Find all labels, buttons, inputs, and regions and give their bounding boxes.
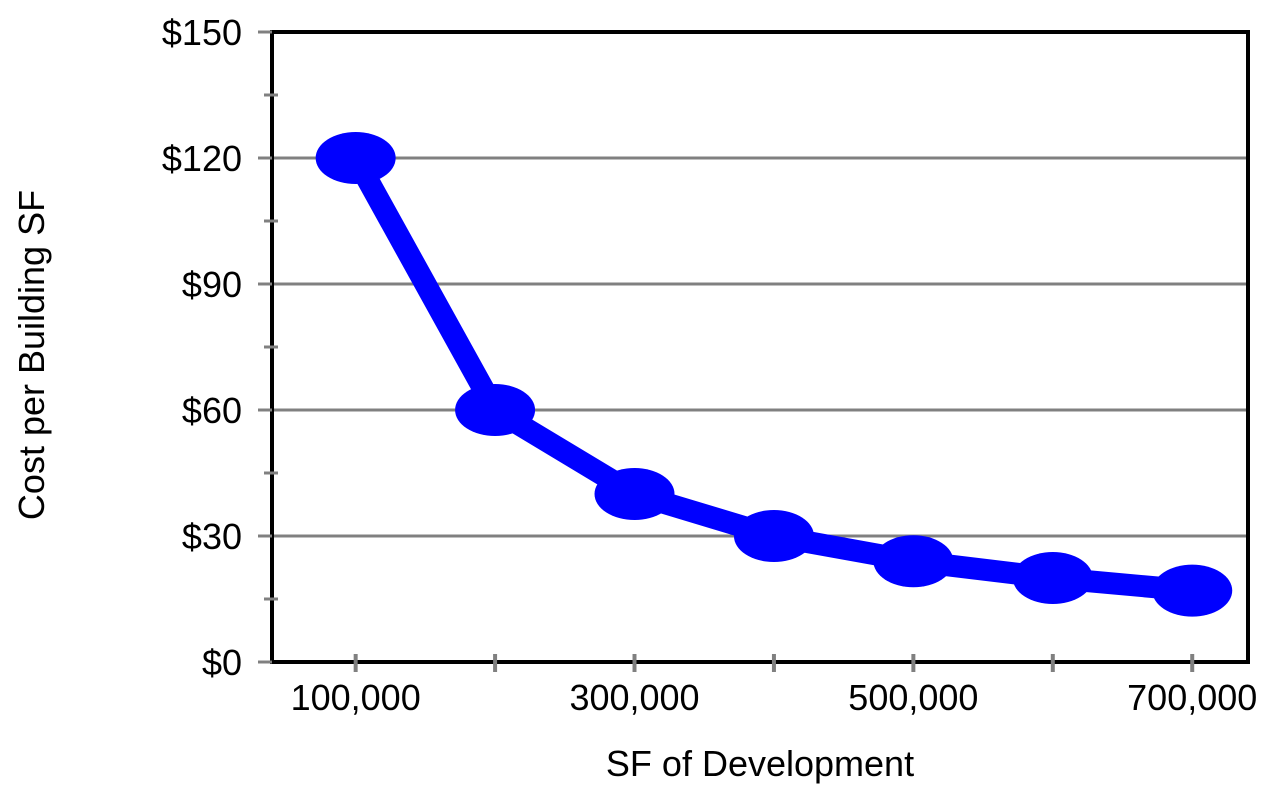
x-axis-title: SF of Development: [606, 743, 914, 784]
x-axis-tick-labels: 100,000 300,000 500,000 700,000: [291, 677, 1258, 718]
y-tick-label: $30: [182, 516, 242, 557]
y-tick-label: $60: [182, 390, 242, 431]
axis-ticks: [258, 30, 1195, 672]
data-point-500000: [873, 535, 954, 588]
data-point-400000: [733, 510, 814, 562]
y-tick-label: $120: [162, 138, 242, 179]
x-tick-label: 100,000: [291, 677, 421, 718]
plot-area-frame: [270, 30, 1250, 664]
data-point-100000: [315, 132, 396, 184]
series-layer: [315, 132, 1233, 617]
y-tick-label: $150: [162, 12, 242, 53]
y-tick-label: $90: [182, 264, 242, 305]
x-tick-label: 500,000: [848, 677, 978, 718]
data-point-300000: [594, 468, 675, 520]
data-point-600000: [1012, 552, 1093, 604]
y-axis-tick-labels: $0 $30 $60 $90 $120 $150: [162, 12, 242, 683]
y-tick-label: $0: [202, 642, 242, 683]
grid-lines: [272, 156, 1248, 538]
data-point-200000: [455, 384, 536, 436]
x-tick-label: 300,000: [569, 677, 699, 718]
x-tick-label: 700,000: [1127, 677, 1257, 718]
data-point-700000: [1152, 564, 1233, 617]
y-axis-title: Cost per Building SF: [11, 190, 52, 520]
